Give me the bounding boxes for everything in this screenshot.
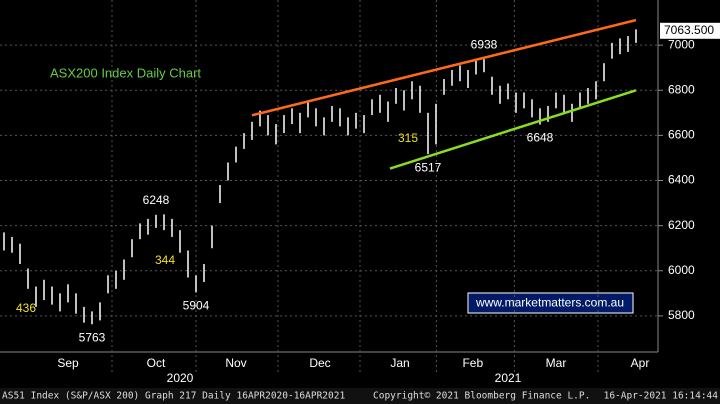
year-label: 2021 [495, 371, 522, 385]
x-tick-label: Sep [57, 356, 79, 370]
footer-date: 16-Apr-2021 16:14:44 [604, 391, 719, 402]
x-tick-label: Oct [147, 356, 166, 370]
y-tick-label: 6200 [668, 218, 695, 232]
move-label: 436 [16, 301, 36, 315]
chart-title: ASX200 Index Daily Chart [50, 65, 201, 80]
last-price-label: 7063.500 [664, 23, 714, 37]
x-tick-label: Jan [390, 356, 409, 370]
website: www.marketmatters.com.au [475, 296, 624, 310]
x-tick-label: Dec [309, 356, 330, 370]
y-tick-label: 6600 [668, 128, 695, 142]
point-label: 5763 [79, 330, 106, 344]
x-tick-label: Mar [546, 356, 567, 370]
trendline [389, 89, 637, 170]
point-label: 6648 [527, 131, 554, 145]
point-label: 6938 [471, 37, 498, 51]
y-tick-label: 5800 [668, 308, 695, 322]
x-tick-label: Apr [631, 356, 650, 370]
move-label: 315 [398, 131, 418, 145]
footer-bar [0, 388, 720, 404]
last-price-box [660, 22, 720, 39]
trendline [251, 18, 637, 117]
y-tick-label: 6800 [668, 82, 695, 96]
footer-left: AS51 Index (S&P/ASX 200) Graph 217 Daily… [2, 391, 345, 402]
x-tick-label: Nov [225, 356, 246, 370]
y-tick-label: 6400 [668, 173, 695, 187]
year-label: 2020 [167, 371, 194, 385]
y-tick-label: 7000 [668, 37, 695, 51]
footer-copyright: Copyright© 2021 Bloomberg Finance L.P. [373, 391, 590, 402]
x-tick-label: Feb [462, 356, 483, 370]
point-label: 6517 [415, 160, 442, 174]
y-tick-label: 6000 [668, 263, 695, 277]
move-label: 344 [155, 253, 175, 267]
website-box [467, 292, 634, 314]
point-label: 6248 [143, 193, 170, 207]
point-label: 5904 [183, 299, 210, 313]
